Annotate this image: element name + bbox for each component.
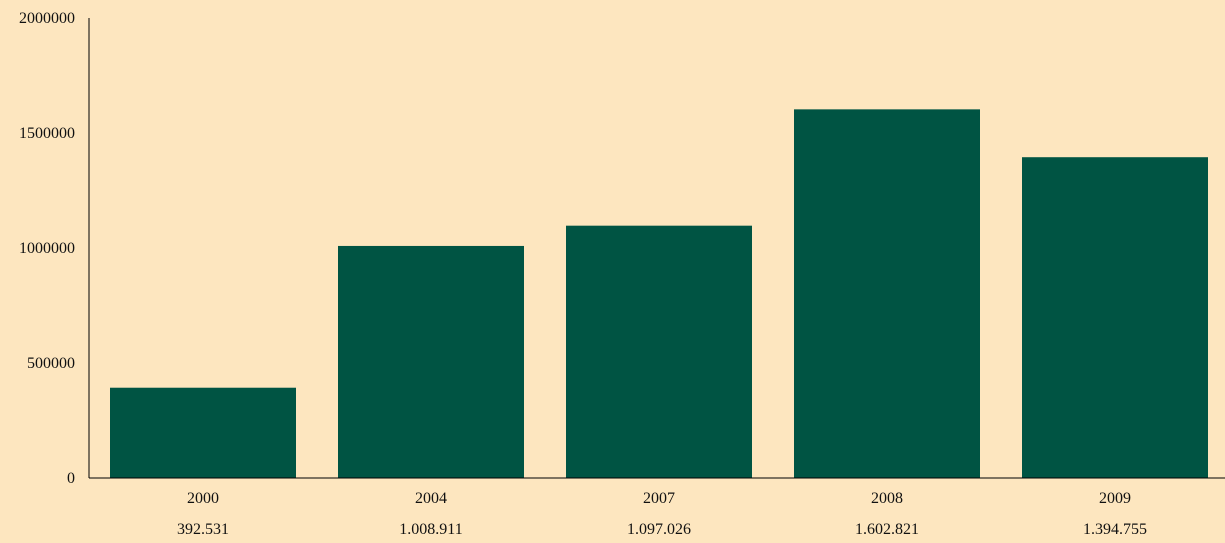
x-axis-category-labels: 2000 2004 2007 2008 2009 (187, 490, 1131, 507)
bar-value-label: 1.602.821 (855, 521, 919, 538)
bar-2000 (110, 387, 296, 478)
bar-2008 (794, 109, 980, 479)
bar-2009 (1022, 157, 1208, 478)
bar-value-labels: 392.531 1.008.911 1.097.026 1.602.821 1.394.… (177, 521, 1147, 538)
x-tick-label: 2000 (187, 490, 219, 507)
bar-value-label: 1.008.911 (399, 521, 462, 538)
y-tick-label: 500000 (27, 355, 75, 372)
y-axis-tick-labels: 0 500000 1000000 1500000 2000000 (19, 10, 75, 487)
y-tick-label: 1000000 (19, 240, 75, 257)
bars-group (110, 109, 1208, 479)
bar-value-label: 392.531 (177, 521, 229, 538)
x-tick-label: 2009 (1099, 490, 1131, 507)
x-tick-label: 2004 (415, 490, 447, 507)
y-tick-label: 1500000 (19, 125, 75, 142)
x-tick-label: 2007 (643, 490, 675, 507)
bar-2007 (566, 225, 752, 478)
y-tick-label: 2000000 (19, 10, 75, 27)
x-tick-label: 2008 (871, 490, 903, 507)
bar-value-label: 1.097.026 (627, 521, 691, 538)
y-tick-label: 0 (67, 470, 75, 487)
bar-2004 (338, 245, 524, 478)
bar-value-label: 1.394.755 (1083, 521, 1147, 538)
